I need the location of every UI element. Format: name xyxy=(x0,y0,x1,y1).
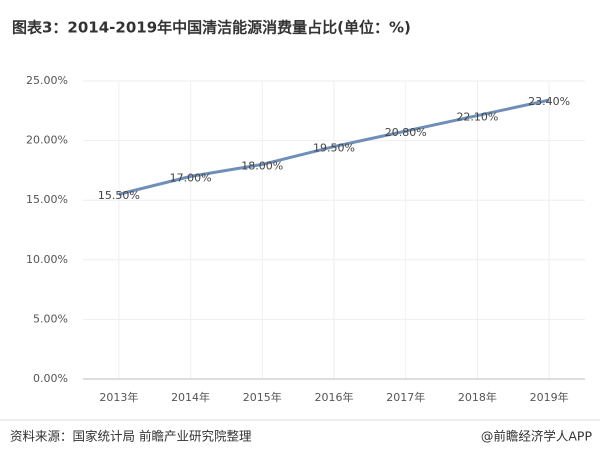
x-tick-label: 2017年 xyxy=(386,390,425,404)
data-label: 23.40% xyxy=(528,95,570,108)
data-label: 15.50% xyxy=(98,189,140,202)
x-tick-label: 2019年 xyxy=(530,390,569,404)
data-label: 20.80% xyxy=(385,126,427,139)
chart-title: 图表3：2014-2019年中国清洁能源消费量占比(单位：%) xyxy=(12,19,411,37)
y-tick-label: 10.00% xyxy=(26,253,68,266)
y-tick-label: 25.00% xyxy=(26,74,68,87)
source: 资料来源：国家统计局 前瞻产业研究院整理 xyxy=(10,429,252,444)
x-tick-label: 2018年 xyxy=(458,390,497,404)
y-tick-label: 20.00% xyxy=(26,134,68,147)
x-tick-label: 2015年 xyxy=(243,390,282,404)
data-line xyxy=(118,98,550,196)
y-tick-label: 15.00% xyxy=(26,193,68,206)
x-tick-label: 2016年 xyxy=(315,390,354,404)
data-label: 22.10% xyxy=(456,111,498,124)
data-label: 18.00% xyxy=(241,159,283,172)
data-label: 19.50% xyxy=(313,142,355,155)
credit: @前瞻经济学人APP xyxy=(481,429,593,444)
data-label: 17.00% xyxy=(170,171,212,184)
y-tick-label: 0.00% xyxy=(33,372,68,385)
y-tick-label: 5.00% xyxy=(33,312,68,325)
x-tick-label: 2013年 xyxy=(99,390,138,404)
x-tick-label: 2014年 xyxy=(171,390,210,404)
